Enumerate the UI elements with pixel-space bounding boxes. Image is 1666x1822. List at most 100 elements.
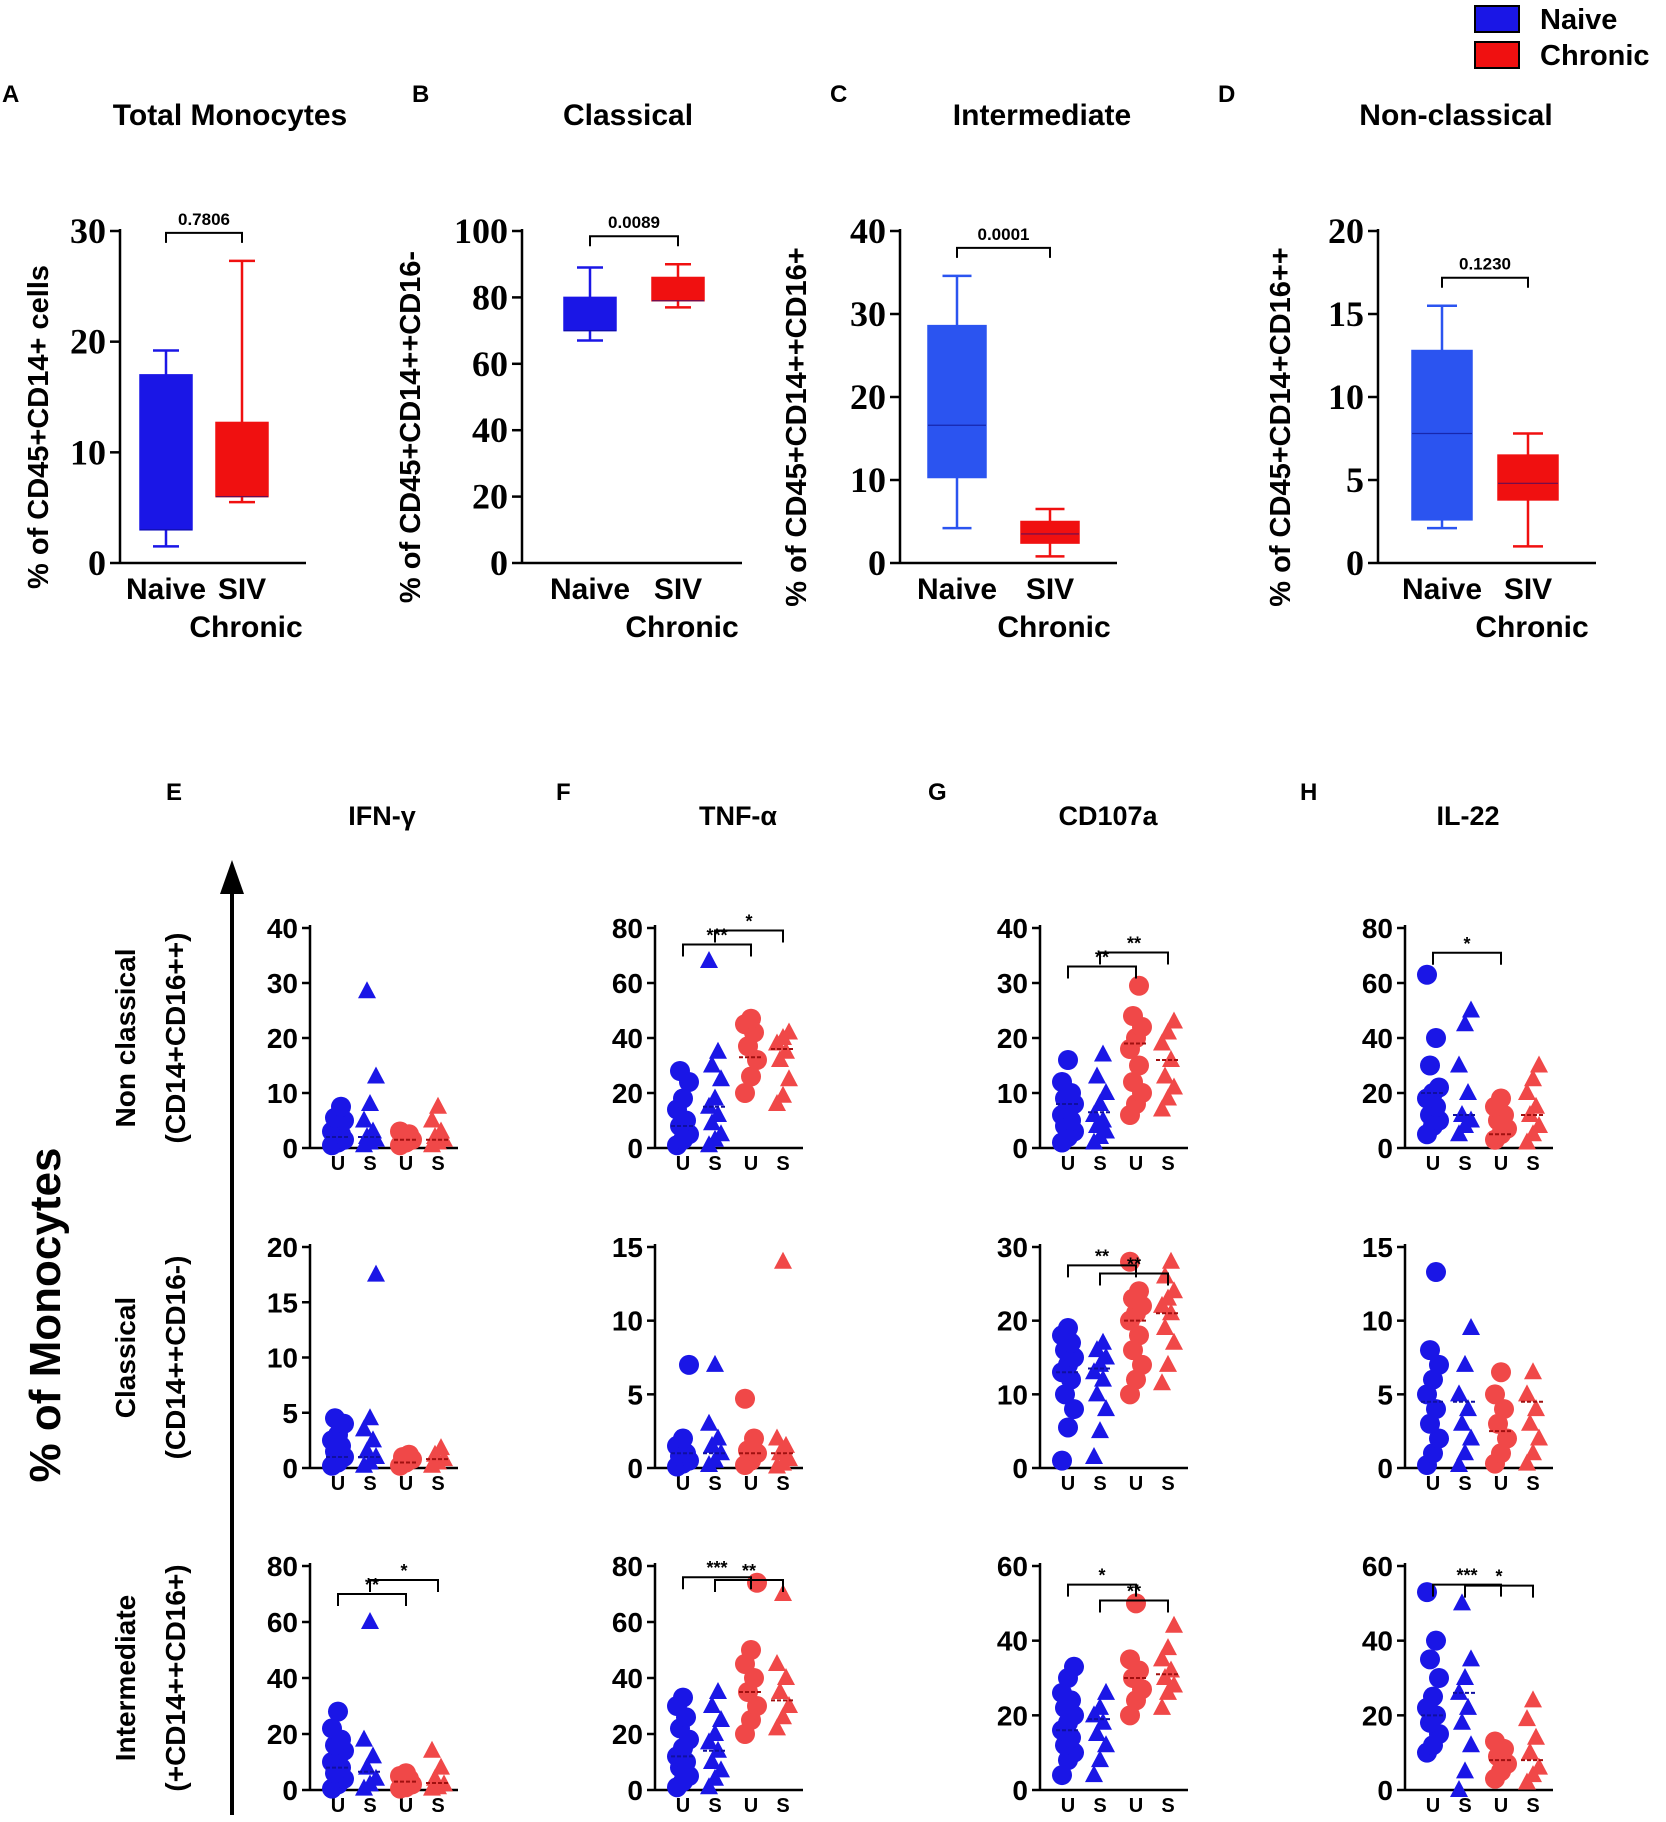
data-point-circle [1058,1417,1078,1438]
data-point-triangle [1530,1055,1548,1073]
row-label-line1: Intermediate [110,1595,141,1762]
data-point-triangle [1518,1453,1536,1471]
significance-bracket [714,929,784,943]
significance-label: ** [1127,934,1141,954]
data-point-triangle [423,1740,441,1758]
data-point-circle [1423,1686,1443,1707]
data-point-circle [390,1121,410,1142]
y-tick-label: 0 [1012,1453,1028,1484]
panel-letter: D [1218,81,1235,108]
significance-bracket [1099,951,1169,965]
data-point-circle [1420,1340,1440,1361]
significance-label: * [1463,934,1470,954]
data-point-triangle [700,951,718,968]
data-point-circle [1420,1055,1440,1076]
data-point-triangle [706,1354,724,1372]
data-point-triangle [367,1768,385,1786]
x-tick-label: U [331,1473,345,1495]
y-tick-label: 80 [267,1551,298,1582]
y-tick-label: 0 [88,543,106,583]
y-tick-label: 0 [282,1775,298,1806]
x-tick-label: SIV [1026,573,1074,606]
x-tick-label: Chronic [189,611,302,644]
significance-label: ** [365,1575,379,1595]
data-point-circle [1052,1072,1072,1092]
y-tick-label: 40 [267,1663,298,1694]
significance-bracket [1432,951,1502,965]
data-point-triangle [709,1682,727,1699]
data-point-triangle [435,1449,453,1467]
y-tick-label: 60 [267,1607,298,1638]
data-point-triangle [706,1724,724,1741]
data-point-triangle [777,1668,795,1685]
x-tick-label: SIV [218,573,266,606]
box-siv-chronic [215,259,269,504]
data-point-circle [1429,1077,1449,1098]
x-tick-label: S [1526,1153,1539,1175]
panel-letter: E [166,779,182,806]
column-title: IL-22 [1436,801,1499,831]
data-point-triangle [709,1105,727,1122]
significance-bracket [369,1579,439,1592]
y-tick-label: 15 [1362,1232,1393,1263]
x-tick-label: U [744,1153,758,1175]
y-tick-label: 0 [490,543,508,583]
y-tick-label: 0 [282,1133,298,1164]
x-tick-label: S [1526,1473,1539,1495]
data-point-triangle [780,1069,798,1087]
data-point-triangle [1462,1110,1480,1128]
data-point-triangle [774,1085,792,1103]
y-tick-label: 0 [282,1453,298,1484]
row-label-line2: (CD14++CD16-) [160,1256,191,1460]
data-point-triangle [1088,1384,1106,1402]
data-point-triangle [1462,1649,1480,1667]
panel-letter: H [1300,779,1317,806]
data-point-triangle [1159,1354,1177,1372]
data-point-triangle [1153,1033,1171,1051]
data-point-triangle [1094,1332,1112,1350]
data-point-triangle [709,1740,727,1758]
data-point-circle [1420,1649,1440,1670]
x-tick-label: U [1129,1473,1143,1495]
data-point-circle [1485,1731,1505,1752]
y-tick-label: 15 [612,1232,643,1263]
x-tick-label: Naive [1402,573,1482,606]
box-naive [1411,304,1473,530]
data-point-circle [1123,1072,1143,1092]
y-tick-label: 20 [267,1719,298,1750]
data-point-triangle [1165,1011,1183,1029]
data-point-triangle [1530,1757,1548,1775]
legend-swatch-chronic [1474,41,1520,69]
data-point-circle [399,1444,419,1465]
y-tick-label: 10 [612,1306,643,1337]
data-point-circle [1426,1399,1446,1420]
y-tick-label: 5 [1377,1379,1393,1410]
data-point-circle [1491,1362,1511,1383]
y-tick-label: 0 [627,1453,643,1484]
data-point-triangle [1085,1105,1103,1122]
data-point-triangle [1450,1455,1468,1473]
data-point-triangle [1153,1373,1171,1391]
x-tick-label: SIV [1504,573,1552,606]
data-point-triangle [1091,1094,1109,1111]
data-point-triangle [1097,1347,1115,1365]
row-label-line2: (CD14+CD16++) [160,933,191,1144]
data-point-circle [1426,1028,1446,1048]
y-tick-label: 10 [1362,1306,1393,1337]
legend-label-naive: Naive [1540,4,1617,36]
significance-label: * [1098,1566,1105,1586]
data-point-circle [1123,1006,1143,1026]
significance-label: ** [1127,1255,1141,1275]
data-point-circle [735,1388,755,1409]
x-tick-label: Chronic [997,611,1110,644]
x-tick-label: U [1494,1795,1508,1817]
x-tick-label: U [331,1795,345,1817]
data-point-triangle [1518,1384,1536,1402]
data-point-circle [1129,1055,1149,1076]
x-tick-label: S [363,1473,376,1495]
y-tick-label: 80 [472,277,508,317]
